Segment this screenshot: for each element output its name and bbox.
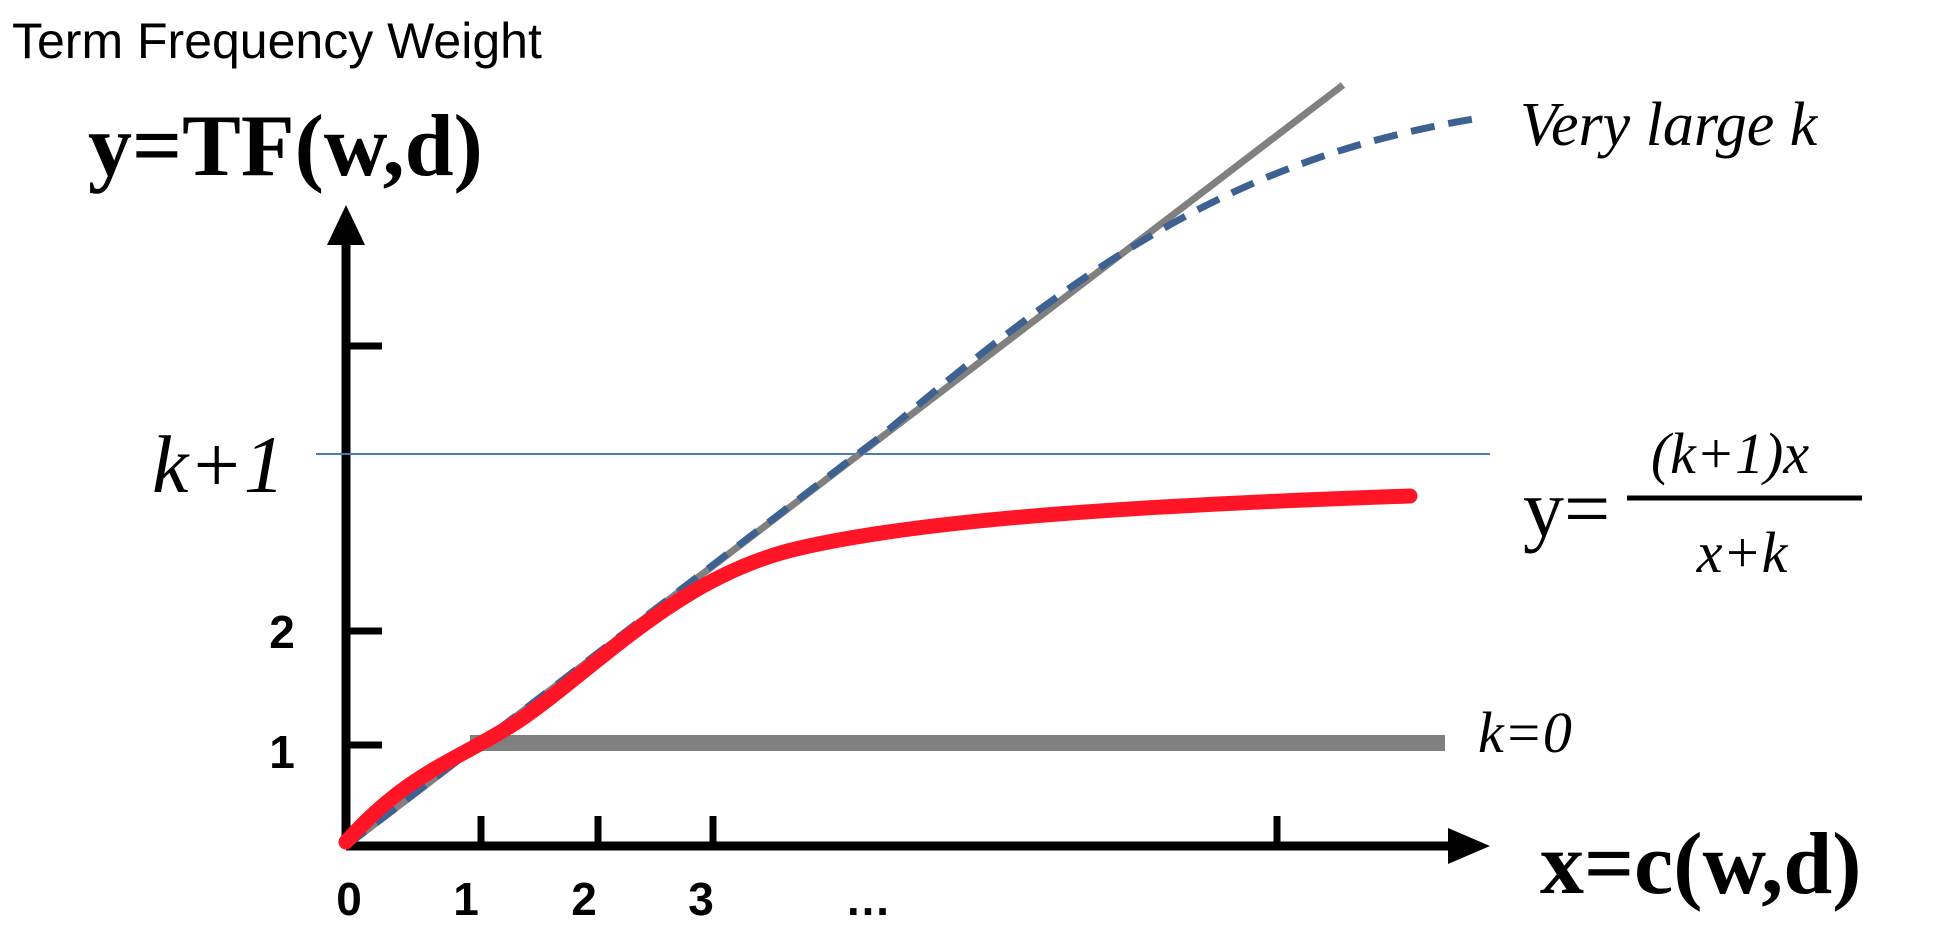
formula-denominator: x+k (1696, 520, 1789, 585)
formula-lhs: y= (1523, 463, 1610, 554)
y-axis-title: y=TF(w,d) (88, 98, 483, 195)
x-tick-label-1: 1 (453, 873, 479, 925)
bm25-tf-curve (338, 488, 1418, 850)
y-axis-arrowhead (327, 205, 365, 245)
x-tick-label-2: 2 (571, 873, 597, 925)
k-plus-1-label: k+1 (152, 419, 285, 510)
diagram-title: Term Frequency Weight (12, 13, 542, 69)
x-axis-title: x=c(w,d) (1540, 816, 1861, 913)
x-tick-label-ellipsis: … (845, 873, 891, 925)
y-tick-label-2: 2 (269, 606, 295, 658)
x-tick-label-0: 0 (336, 873, 362, 925)
formula-numerator: (k+1)x (1651, 421, 1810, 486)
large-k-label: Very large k (1520, 91, 1819, 159)
x-tick-label-3: 3 (688, 873, 714, 925)
y-tick-label-1: 1 (269, 726, 295, 778)
large-k-curve (343, 114, 1481, 849)
x-axis-arrowhead (1448, 828, 1490, 864)
k-zero-label: k=0 (1478, 700, 1572, 765)
